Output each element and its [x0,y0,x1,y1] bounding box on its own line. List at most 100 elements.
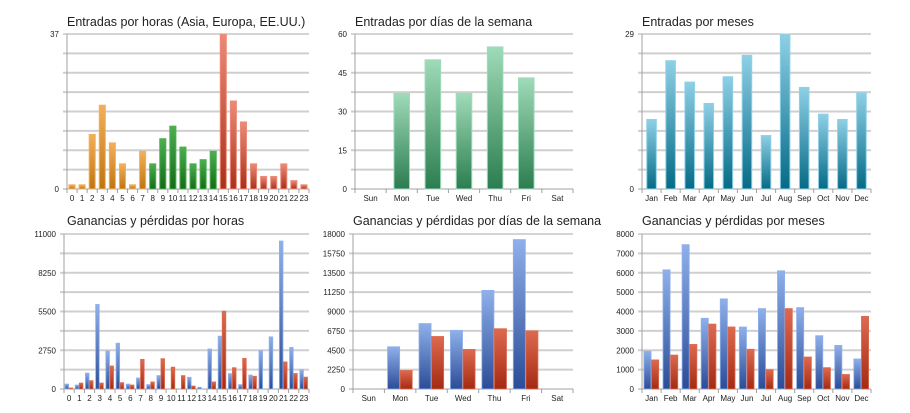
bar-profit [289,347,294,390]
x-tick-label: 20 [269,394,278,403]
bar [684,81,695,190]
bar-profit [74,384,80,390]
x-tick-label: 21 [279,394,288,403]
chart-entries-by-hour: Entradas por horas (Asia, Europa, EE.UU.… [50,15,310,203]
x-tick-label: 17 [239,194,248,203]
bar [837,119,848,190]
bar-profit [758,308,766,390]
bar [159,138,167,190]
bar-profit [125,383,131,390]
bar-loss [822,367,831,390]
x-tick-label: 23 [300,194,309,203]
x-tick-label: 3 [100,194,105,203]
x-tick-label: 3 [98,394,103,403]
y-tick-label: 7000 [616,249,634,258]
bar [393,92,410,190]
bar [856,92,867,190]
bar-loss [399,370,413,390]
y-tick-label: 30 [338,108,347,117]
x-tick-label: Dec [854,394,868,403]
bar-loss [283,361,288,390]
bar-profit [156,375,161,390]
x-tick-label: 13 [199,194,208,203]
y-tick-label: 9000 [327,308,345,317]
chart-profit-loss-by-weekday: Ganancias y pérdidas por días de la sema… [323,214,601,403]
bar-loss [803,356,812,390]
bar-profit [681,244,690,390]
bar [250,163,258,190]
y-tick-label: 11250 [323,288,345,297]
x-tick-label: 21 [279,194,288,203]
bar-profit [268,336,274,390]
x-tick-label: 11 [177,394,186,403]
x-tick-label: Jul [761,394,771,403]
x-tick-label: Jan [645,194,658,203]
x-tick-label: 16 [229,194,238,203]
x-tick-label: 16 [228,394,237,403]
bar-profit [85,372,90,390]
bar-loss [708,323,717,390]
chart-title: Entradas por días de la semana [355,15,532,29]
bar [219,33,227,190]
bar [779,33,791,190]
bar-profit [136,377,141,390]
y-tick-label: 3000 [616,327,634,336]
bar [118,163,126,190]
x-tick-label: Aug [778,194,792,203]
bar-profit [217,335,223,390]
bar-loss [191,385,196,390]
bar-loss [252,375,257,390]
bar-loss [129,384,135,390]
bar-loss [140,359,145,390]
bar-profit [207,348,212,390]
bar [189,163,197,190]
y-tick-label: 2000 [616,346,634,355]
bar-loss [119,382,125,390]
bar-profit [815,335,824,390]
bar-profit [738,326,747,390]
bar-profit [450,330,463,390]
bar-profit [418,323,432,390]
bar-profit [512,239,526,390]
x-tick-label: Oct [817,394,830,403]
bar-profit [258,350,263,390]
bar-loss [211,381,217,390]
x-tick-label: Wed [455,394,471,403]
bar-loss [431,336,445,390]
x-tick-label: May [720,194,735,203]
bar [108,142,116,190]
y-tick-label: 5000 [616,288,634,297]
x-tick-label: 14 [208,394,217,403]
y-tick-label: 60 [338,30,347,39]
bar-loss [746,348,755,390]
x-tick-label: Tue [425,394,439,403]
x-tick-label: 17 [238,394,247,403]
chart-entries-by-weekday: Entradas por días de la semana 0 15 30 45 60… [338,15,574,203]
y-tick-label: 8250 [38,269,56,278]
x-tick-label: Sun [363,194,377,203]
x-tick-label: Sat [551,194,564,203]
bar-loss [89,380,94,390]
y-tick-label: 0 [630,185,635,194]
bar [798,86,810,190]
x-tick-label: 20 [269,194,278,203]
x-tick-label: 2 [90,194,95,203]
x-tick-label: 12 [189,194,198,203]
x-tick-label: 1 [77,394,82,403]
x-tick-label: 0 [70,194,75,203]
bar-loss [170,366,176,390]
bar-profit [95,304,100,390]
bar-loss [765,369,774,390]
x-tick-label: Fri [521,394,531,403]
bar-loss [242,358,247,390]
y-tick-label: 15750 [323,249,346,258]
x-tick-label: Jun [741,394,754,403]
bar-loss [651,359,660,390]
x-tick-label: Jul [761,194,771,203]
x-tick-label: Fri [522,194,532,203]
x-tick-label: Nov [835,394,849,403]
x-tick-label: 22 [289,194,298,203]
bar [486,46,504,190]
x-tick-label: Apr [703,394,716,403]
bar [518,77,535,190]
